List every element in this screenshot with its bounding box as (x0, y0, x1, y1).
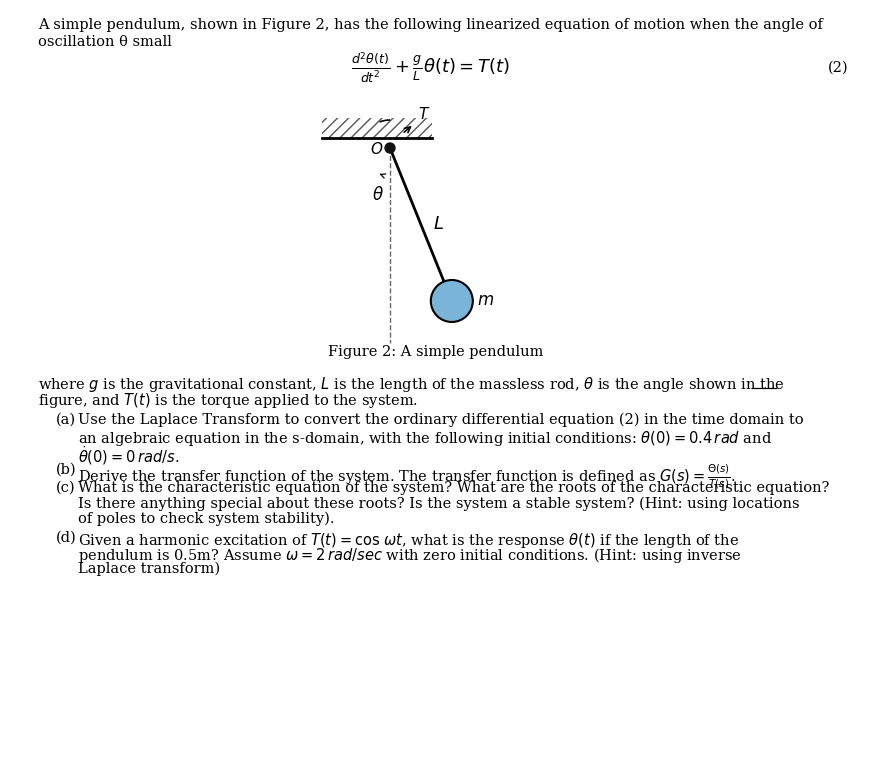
Text: figure, and $T(t)$ is the torque applied to the system.: figure, and $T(t)$ is the torque applied… (38, 391, 419, 410)
Text: Use the Laplace Transform to convert the ordinary differential equation (2) in t: Use the Laplace Transform to convert the… (78, 413, 804, 428)
Text: Given a harmonic excitation of $T(t) = \cos\,\omega t$, what is the response $\t: Given a harmonic excitation of $T(t) = \… (78, 530, 739, 550)
Text: (b): (b) (56, 462, 77, 476)
Text: Laplace transform): Laplace transform) (78, 561, 220, 576)
Text: What is the characteristic equation of the system? What are the roots of the cha: What is the characteristic equation of t… (78, 481, 829, 495)
Text: an algebraic equation in the s-domain, with the following initial conditions: $\: an algebraic equation in the s-domain, w… (78, 429, 772, 447)
Text: oscillation θ small: oscillation θ small (38, 35, 172, 49)
Text: (c): (c) (56, 481, 76, 495)
Text: A simple pendulum, shown in Figure 2, has the following linearized equation of m: A simple pendulum, shown in Figure 2, ha… (38, 18, 823, 32)
Text: $T$: $T$ (418, 106, 430, 122)
Bar (322, 118, 432, 138)
Text: $O$: $O$ (370, 141, 383, 157)
Text: (2): (2) (828, 61, 848, 75)
Text: Derive the transfer function of the system. The transfer function is defined as : Derive the transfer function of the syst… (78, 462, 736, 491)
Text: Figure 2: A simple pendulum: Figure 2: A simple pendulum (329, 345, 543, 359)
Circle shape (385, 143, 395, 153)
Text: where $g$ is the gravitational constant, $L$ is the length of the massless rod, : where $g$ is the gravitational constant,… (38, 375, 785, 394)
Text: $\theta$: $\theta$ (372, 186, 384, 204)
Text: pendulum is 0.5m? Assume $\omega = 2\,rad/sec$ with zero initial conditions. (Hi: pendulum is 0.5m? Assume $\omega = 2\,ra… (78, 546, 741, 565)
Text: $m$: $m$ (477, 292, 494, 310)
Circle shape (431, 280, 473, 322)
Text: $\dot{\theta}(0) = 0\,rad/s$.: $\dot{\theta}(0) = 0\,rad/s$. (78, 444, 180, 467)
Text: (d): (d) (56, 530, 77, 544)
Text: Is there anything special about these roots? Is the system a stable system? (Hin: Is there anything special about these ro… (78, 497, 800, 511)
Text: (a): (a) (56, 413, 76, 427)
Text: $\frac{d^2\theta(t)}{dt^2} + \frac{g}{L}\theta(t) = T(t)$: $\frac{d^2\theta(t)}{dt^2} + \frac{g}{L}… (351, 51, 509, 85)
Text: of poles to check system stability).: of poles to check system stability). (78, 512, 335, 526)
Text: $L$: $L$ (433, 216, 444, 234)
